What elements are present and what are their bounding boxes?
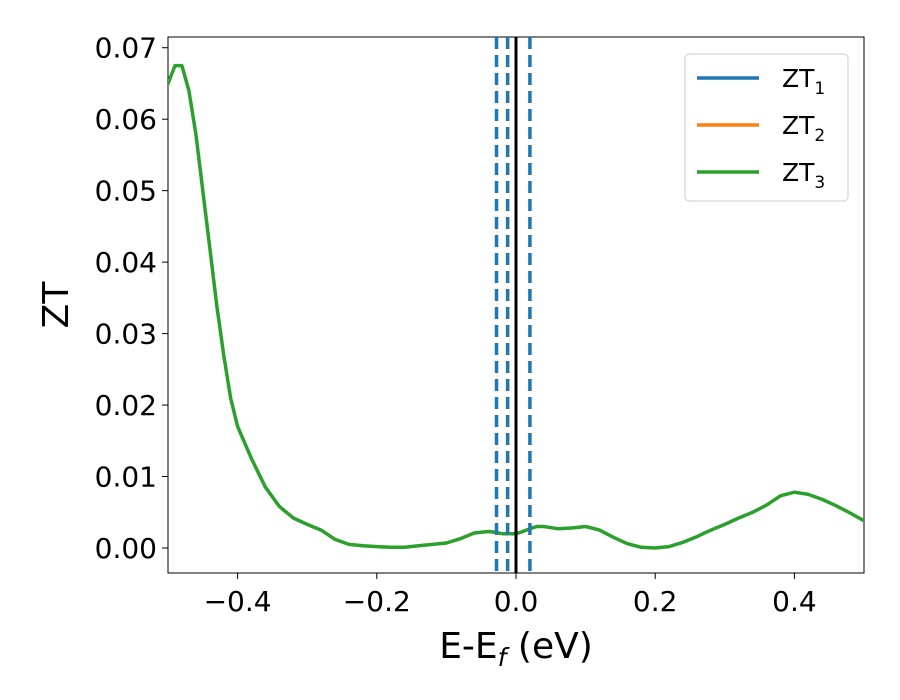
- y-tick-label: 0.06: [95, 103, 157, 136]
- y-ticks: 0.00 0.01 0.02 0.03 0.04 0.05 0.06 0.07: [95, 32, 168, 565]
- x-tick-label: −0.4: [204, 585, 272, 618]
- x-axis-title: E-Ef (eV): [439, 626, 593, 672]
- x-ticks: −0.4 −0.2 0.0 0.2 0.4: [204, 573, 817, 618]
- y-tick-label: 0.01: [95, 461, 157, 494]
- y-tick-label: 0.04: [95, 246, 157, 279]
- y-axis-title: ZT: [36, 281, 77, 329]
- legend-box: [684, 53, 849, 202]
- x-tick-label: 0.0: [494, 585, 539, 618]
- legend: ZT1 ZT2 ZT3: [684, 53, 849, 202]
- legend-label-1: ZT1: [782, 64, 825, 99]
- y-tick-label: 0.02: [95, 389, 157, 422]
- y-tick-label: 0.03: [95, 318, 157, 351]
- legend-label-3: ZT3: [782, 158, 825, 193]
- x-axis-title-unit: (eV): [506, 626, 592, 667]
- series-layer: [168, 63, 864, 550]
- x-tick-label: 0.2: [633, 585, 678, 618]
- x-tick-label: 0.4: [772, 585, 817, 618]
- y-tick-label: 0.00: [95, 532, 157, 565]
- legend-items: ZT1 ZT2 ZT3: [697, 64, 825, 193]
- legend-label-2: ZT2: [782, 111, 825, 146]
- x-tick-label: −0.2: [343, 585, 411, 618]
- vertical-lines-layer: [494, 37, 532, 573]
- x-axis-title-main: E-E: [439, 626, 497, 667]
- series-line-3: [168, 63, 864, 550]
- y-tick-label: 0.05: [95, 175, 157, 208]
- plot-area: −0.4 −0.2 0.0 0.2 0.4 0.000.010.020.030.040.…: [95, 32, 865, 618]
- y-tick-label: 0.07: [95, 32, 157, 65]
